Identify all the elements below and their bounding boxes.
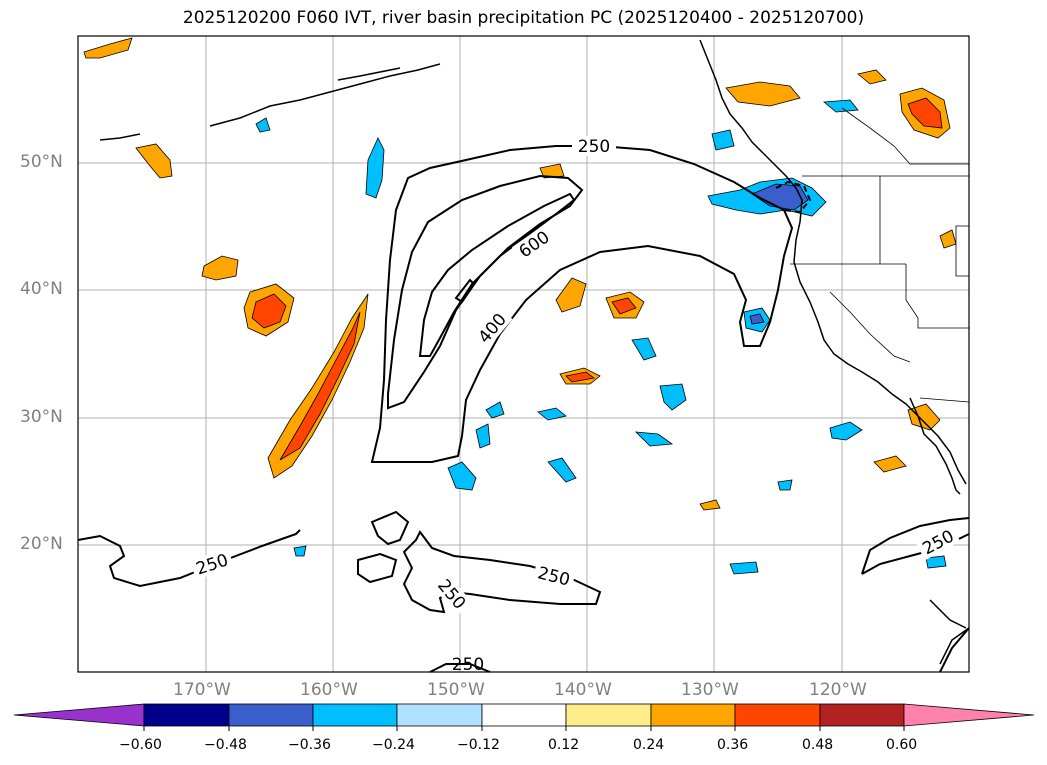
precip-blob	[822, 99, 859, 113]
colorbar-tick-label: 0.36	[717, 737, 749, 753]
lon-label: 120°W	[809, 680, 867, 700]
precip-blob	[873, 455, 907, 473]
precip-blob	[751, 183, 809, 211]
map-frame	[77, 35, 970, 673]
contour-250-bottom	[429, 663, 491, 673]
colorbar-segment	[228, 703, 314, 727]
colorbar-tick-label: −0.12	[457, 737, 500, 753]
lon-label: 150°W	[427, 680, 485, 700]
contour-400	[387, 174, 584, 410]
precip-blob	[293, 545, 307, 557]
precip-blob	[537, 407, 567, 421]
precip-blob	[729, 561, 759, 575]
lat-label: 30°N	[20, 407, 63, 427]
precip-blob	[267, 293, 369, 479]
lat-label: 20°N	[20, 534, 63, 554]
precip-blob	[749, 313, 765, 325]
colorbar-tick-label: 0.60	[886, 737, 918, 753]
precip-blob	[539, 163, 565, 179]
lon-label: 130°W	[681, 680, 739, 700]
colorbar-segment	[565, 703, 652, 727]
contour-250-s3	[357, 552, 398, 584]
contour-250-se	[861, 517, 970, 575]
colorbar-extend-high	[903, 703, 1035, 727]
precip-blob	[135, 143, 173, 179]
map-title: 2025120200 F060 IVT, river basin precipi…	[182, 8, 865, 28]
borders	[790, 107, 970, 403]
contour-small	[454, 278, 476, 304]
colorbar-tick-label: −0.36	[288, 737, 331, 753]
precip-blob	[83, 37, 133, 59]
colorbar-extend-low	[13, 703, 145, 727]
precip-blob	[201, 255, 239, 281]
precip-blob	[475, 423, 491, 449]
contour-label: 250	[578, 137, 610, 157]
lon-label: 160°W	[300, 680, 358, 700]
colorbar-segment	[481, 703, 567, 727]
precip-blob	[634, 431, 674, 447]
precip-blob	[907, 97, 943, 129]
precip-blob	[255, 117, 271, 133]
colorbar-segment	[396, 703, 483, 727]
colorbar-segment	[650, 703, 736, 727]
colorbar-tick-label: −0.60	[119, 737, 162, 753]
precip-blob	[777, 479, 793, 491]
lat-label: 50°N	[20, 152, 63, 172]
colorbar-segment	[734, 703, 821, 727]
contour-dash	[775, 180, 812, 214]
precip-blob	[611, 297, 637, 315]
contour-label: 250	[452, 655, 484, 675]
lat-label: 40°N	[20, 279, 63, 299]
precip-blob	[925, 555, 947, 569]
colorbar-tick-label: −0.48	[204, 737, 247, 753]
precip-blob	[631, 337, 657, 361]
precip-blob	[485, 401, 505, 419]
precip-blob	[547, 457, 577, 483]
contour-250-corner	[939, 627, 970, 673]
precip-blob	[365, 137, 385, 199]
colorbar-tick-label: −0.24	[372, 737, 415, 753]
gridlines	[78, 36, 969, 672]
contour-250-sw	[77, 529, 301, 588]
precip-blob	[565, 371, 595, 383]
precip-blob	[857, 69, 887, 85]
precip-blob	[555, 277, 587, 313]
lon-label: 140°W	[554, 680, 612, 700]
precip-blob	[279, 311, 361, 461]
colorbar-segment	[312, 703, 398, 727]
precip-positive	[83, 37, 957, 511]
colorbar	[13, 703, 1035, 731]
contour-250-s	[402, 530, 602, 614]
precip-blob	[829, 421, 863, 441]
contour-250-s2	[370, 510, 410, 546]
map-area	[78, 36, 969, 672]
colorbar-segment	[143, 703, 230, 727]
precip-blob	[251, 293, 287, 329]
colorbar-tick-label: 0.12	[548, 737, 580, 753]
precip-blob	[659, 383, 687, 411]
precip-blob	[711, 129, 735, 151]
precip-blob	[725, 81, 801, 107]
colorbar-segment	[819, 703, 905, 727]
lon-label: 170°W	[173, 680, 231, 700]
contour-600	[418, 192, 576, 357]
colorbar-tick-label: 0.48	[802, 737, 834, 753]
colorbar-tick-label: 0.24	[633, 737, 665, 753]
coastline	[99, 39, 970, 665]
precip-blob	[699, 499, 721, 511]
precip-blob	[447, 461, 477, 491]
